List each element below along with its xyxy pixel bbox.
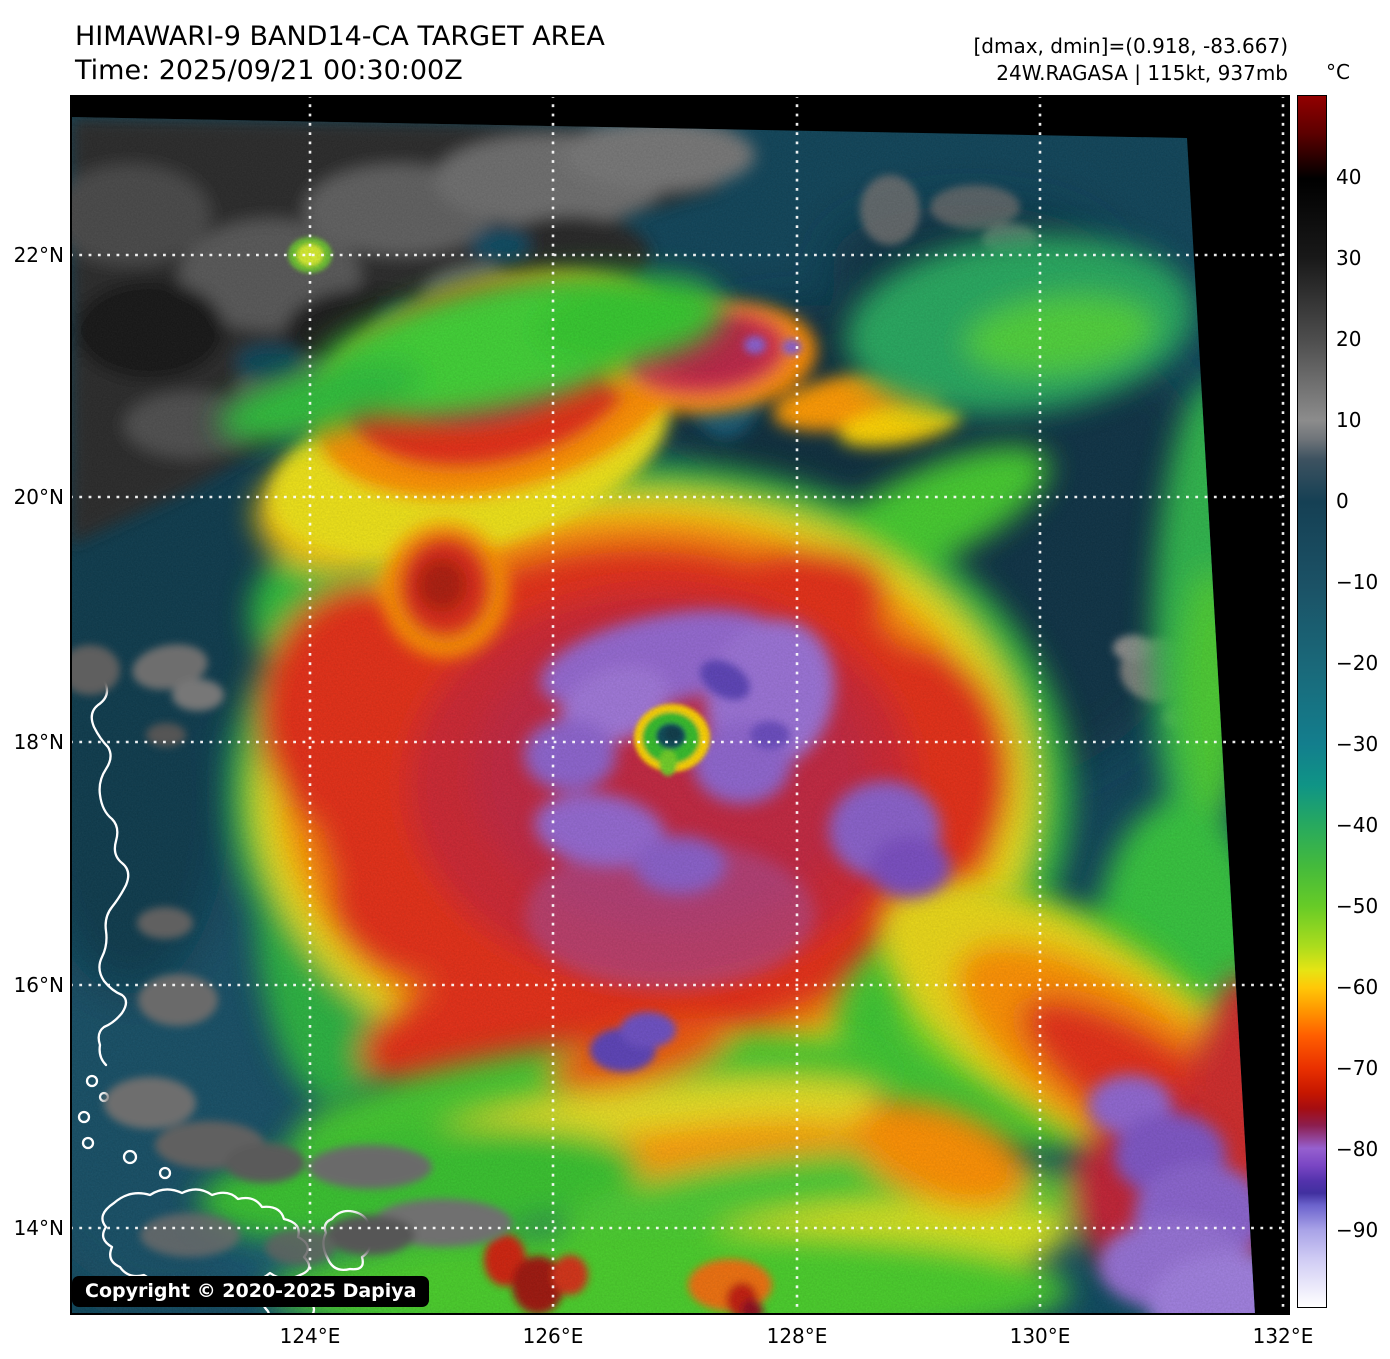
plot-border <box>70 95 1290 1315</box>
title-block: HIMAWARI-9 BAND14-CA TARGET AREA Time: 2… <box>75 20 605 88</box>
x-tick-label: 124°E <box>279 1324 341 1348</box>
y-tick-label: 16°N <box>13 973 64 997</box>
x-tick-label: 130°E <box>1009 1324 1071 1348</box>
colorbar-tick-label: −20 <box>1336 651 1379 675</box>
dmax-dmin-stats: [dmax, dmin]=(0.918, -83.667) <box>973 34 1288 58</box>
map-plot <box>70 95 1290 1315</box>
colorbar-tick-label: −30 <box>1336 732 1379 756</box>
colorbar <box>1297 95 1327 1308</box>
colorbar-tick-label: −90 <box>1336 1218 1379 1242</box>
colorbar-gradient <box>1298 96 1326 1307</box>
y-tick-label: 18°N <box>13 730 64 754</box>
timestamp: Time: 2025/09/21 00:30:00Z <box>75 55 463 86</box>
colorbar-tick-label: 20 <box>1336 327 1362 351</box>
storm-intensity: 24W.RAGASA | 115kt, 937mb <box>996 61 1288 85</box>
colorbar-tick-label: −60 <box>1336 975 1379 999</box>
colorbar-tick-label: 10 <box>1336 408 1362 432</box>
land-clouds <box>70 644 512 1265</box>
y-axis-ticks: 22°N 20°N 18°N 16°N 14°N <box>0 0 64 1359</box>
annotation-block: [dmax, dmin]=(0.918, -83.667) 24W.RAGASA… <box>973 33 1288 87</box>
page-title: HIMAWARI-9 BAND14-CA TARGET AREA <box>75 21 605 52</box>
colorbar-tick-label: 30 <box>1336 246 1362 270</box>
copyright-badge: Copyright © 2020-2025 Dapiya <box>72 1276 430 1307</box>
colorbar-tick-label: 40 <box>1336 165 1362 189</box>
y-tick-label: 14°N <box>13 1216 64 1240</box>
colorbar-tick-label: −70 <box>1336 1056 1379 1080</box>
satellite-image <box>70 95 1290 1315</box>
x-tick-label: 128°E <box>766 1324 828 1348</box>
colorbar-tick-label: 0 <box>1336 489 1349 513</box>
colorbar-tick-label: −40 <box>1336 813 1379 837</box>
colorbar-tick-label: −10 <box>1336 570 1379 594</box>
colorbar-ticks: 40 30 20 10 0 −10 −20 −30 −40 −50 −60 −70 −80 −90 <box>1336 95 1390 1308</box>
y-tick-label: 22°N <box>13 243 64 267</box>
x-tick-label: 126°E <box>522 1324 584 1348</box>
coastlines <box>77 674 387 1315</box>
x-tick-label: 132°E <box>1252 1324 1314 1348</box>
colorbar-tick-label: −80 <box>1336 1137 1379 1161</box>
y-tick-label: 20°N <box>13 485 64 509</box>
colorbar-unit: °C <box>1326 60 1350 84</box>
storm-imagery <box>70 117 1255 1315</box>
colorbar-tick-label: −50 <box>1336 894 1379 918</box>
